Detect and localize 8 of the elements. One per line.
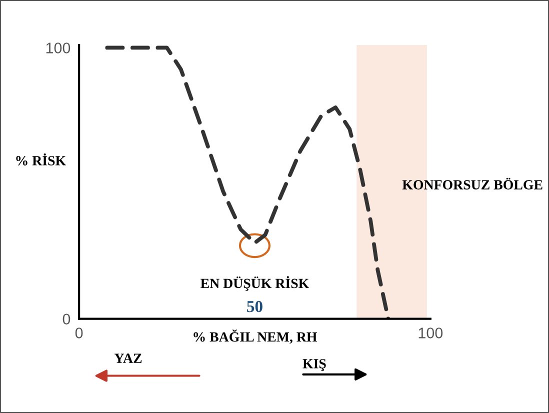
y-axis-title: % RİSK: [16, 153, 66, 166]
line-series: [105, 46, 390, 319]
annotation: KONFORSUZ BÖLGE: [402, 178, 542, 190]
text: KIŞ: [302, 359, 326, 372]
x-axis-title: % BAĞIL NEM, RH: [194, 329, 318, 344]
annotation: EN DÜŞÜK RİSK: [200, 276, 310, 291]
text: YAZ: [114, 354, 142, 363]
annotation: 50: [247, 300, 262, 312]
